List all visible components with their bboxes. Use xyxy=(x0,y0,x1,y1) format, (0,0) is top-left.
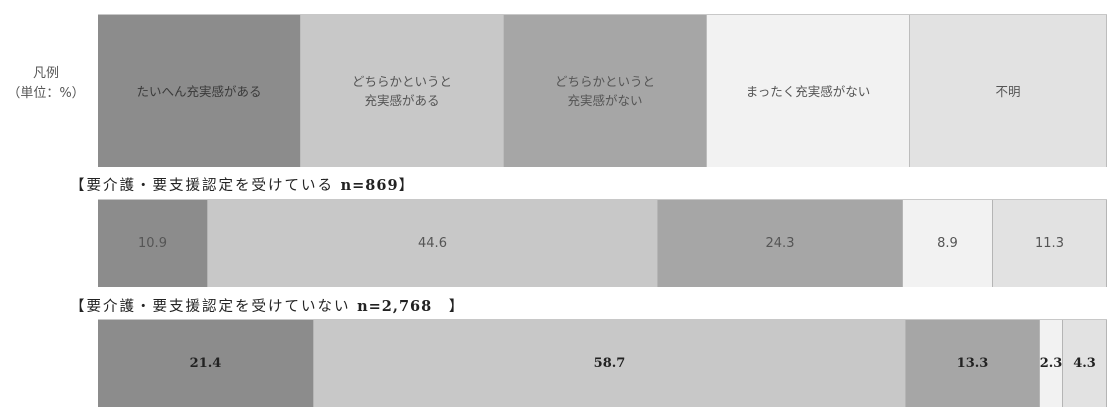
bar-segment-2-2: 58.7 xyxy=(314,320,906,407)
bar-segment-1-1: 10.9 xyxy=(98,200,208,287)
legend-item-4-line-1: まったく充実感がない xyxy=(745,83,871,99)
legend-item-2-line-2: 充実感がある xyxy=(364,93,440,108)
group-label-1-suffix: 】 xyxy=(398,178,416,194)
bar-label-1-1: 10.9 xyxy=(138,236,167,251)
bar-label-1-2: 44.6 xyxy=(418,236,447,251)
bar-label-1-3: 24.3 xyxy=(765,236,795,251)
legend-item-5-line-1: 不明 xyxy=(995,83,1021,99)
legend-item-3-line-1: どちらかというと xyxy=(554,74,655,89)
bar-segment-2-5: 4.3 xyxy=(1063,320,1107,407)
group-label-1: 【要介護・要支援認定を受けている n=869】 xyxy=(70,174,415,195)
legend-item-5: 不明 xyxy=(910,15,1107,167)
bar-label-2-2: 58.7 xyxy=(593,356,626,371)
legend-title-line-2: （単位：%） xyxy=(7,86,85,101)
legend-item-2-line-1: どちらかというと xyxy=(351,74,452,89)
bar-segment-2-1: 21.4 xyxy=(98,320,314,407)
group-label-2-prefix: 【要介護・要支援認定を受けていない xyxy=(70,299,358,315)
group-label-2-n: n=2,768 xyxy=(357,298,433,315)
bar-segment-1-4: 8.9 xyxy=(903,200,993,287)
bar-label-2-4: 2.3 xyxy=(1040,356,1063,371)
bar-label-2-3: 13.3 xyxy=(956,356,989,371)
group-label-2: 【要介護・要支援認定を受けていない n=2,768 】 xyxy=(70,295,465,316)
group-label-1-n: n=869 xyxy=(340,177,399,194)
group-label-2-suffix: 】 xyxy=(432,299,466,315)
legend-item-3: どちらかというと 充実感がない xyxy=(504,15,707,167)
bar-row-1: 10.9 44.6 24.3 8.9 11.3 xyxy=(98,199,1107,287)
bar-segment-1-2: 44.6 xyxy=(208,200,658,287)
group-label-1-prefix: 【要介護・要支援認定を受けている xyxy=(70,178,341,194)
legend-item-3-line-2: 充実感がない xyxy=(567,93,643,108)
legend-item-1-line-1: たいへん充実感がある xyxy=(136,83,262,99)
bar-segment-2-3: 13.3 xyxy=(906,320,1040,407)
legend-row: たいへん充実感がある どちらかというと 充実感がある どちらかというと 充実感がない まっ… xyxy=(98,14,1107,167)
bar-segment-1-3: 24.3 xyxy=(658,200,903,287)
bar-row-2: 21.4 58.7 13.3 2.3 4.3 xyxy=(98,319,1107,407)
bar-segment-1-5: 11.3 xyxy=(993,200,1107,287)
bar-label-1-4: 8.9 xyxy=(937,236,958,251)
legend-item-1: たいへん充実感がある xyxy=(98,15,301,167)
bar-label-2-1: 21.4 xyxy=(189,356,222,371)
bar-label-2-5: 4.3 xyxy=(1073,356,1096,371)
legend-title-line-1: 凡例 xyxy=(32,66,59,81)
legend-title: 凡例 （単位：%） xyxy=(0,64,92,104)
legend-item-2: どちらかというと 充実感がある xyxy=(301,15,504,167)
legend-item-4: まったく充実感がない xyxy=(707,15,910,167)
bar-label-1-5: 11.3 xyxy=(1035,236,1064,251)
bar-segment-2-4: 2.3 xyxy=(1040,320,1063,407)
